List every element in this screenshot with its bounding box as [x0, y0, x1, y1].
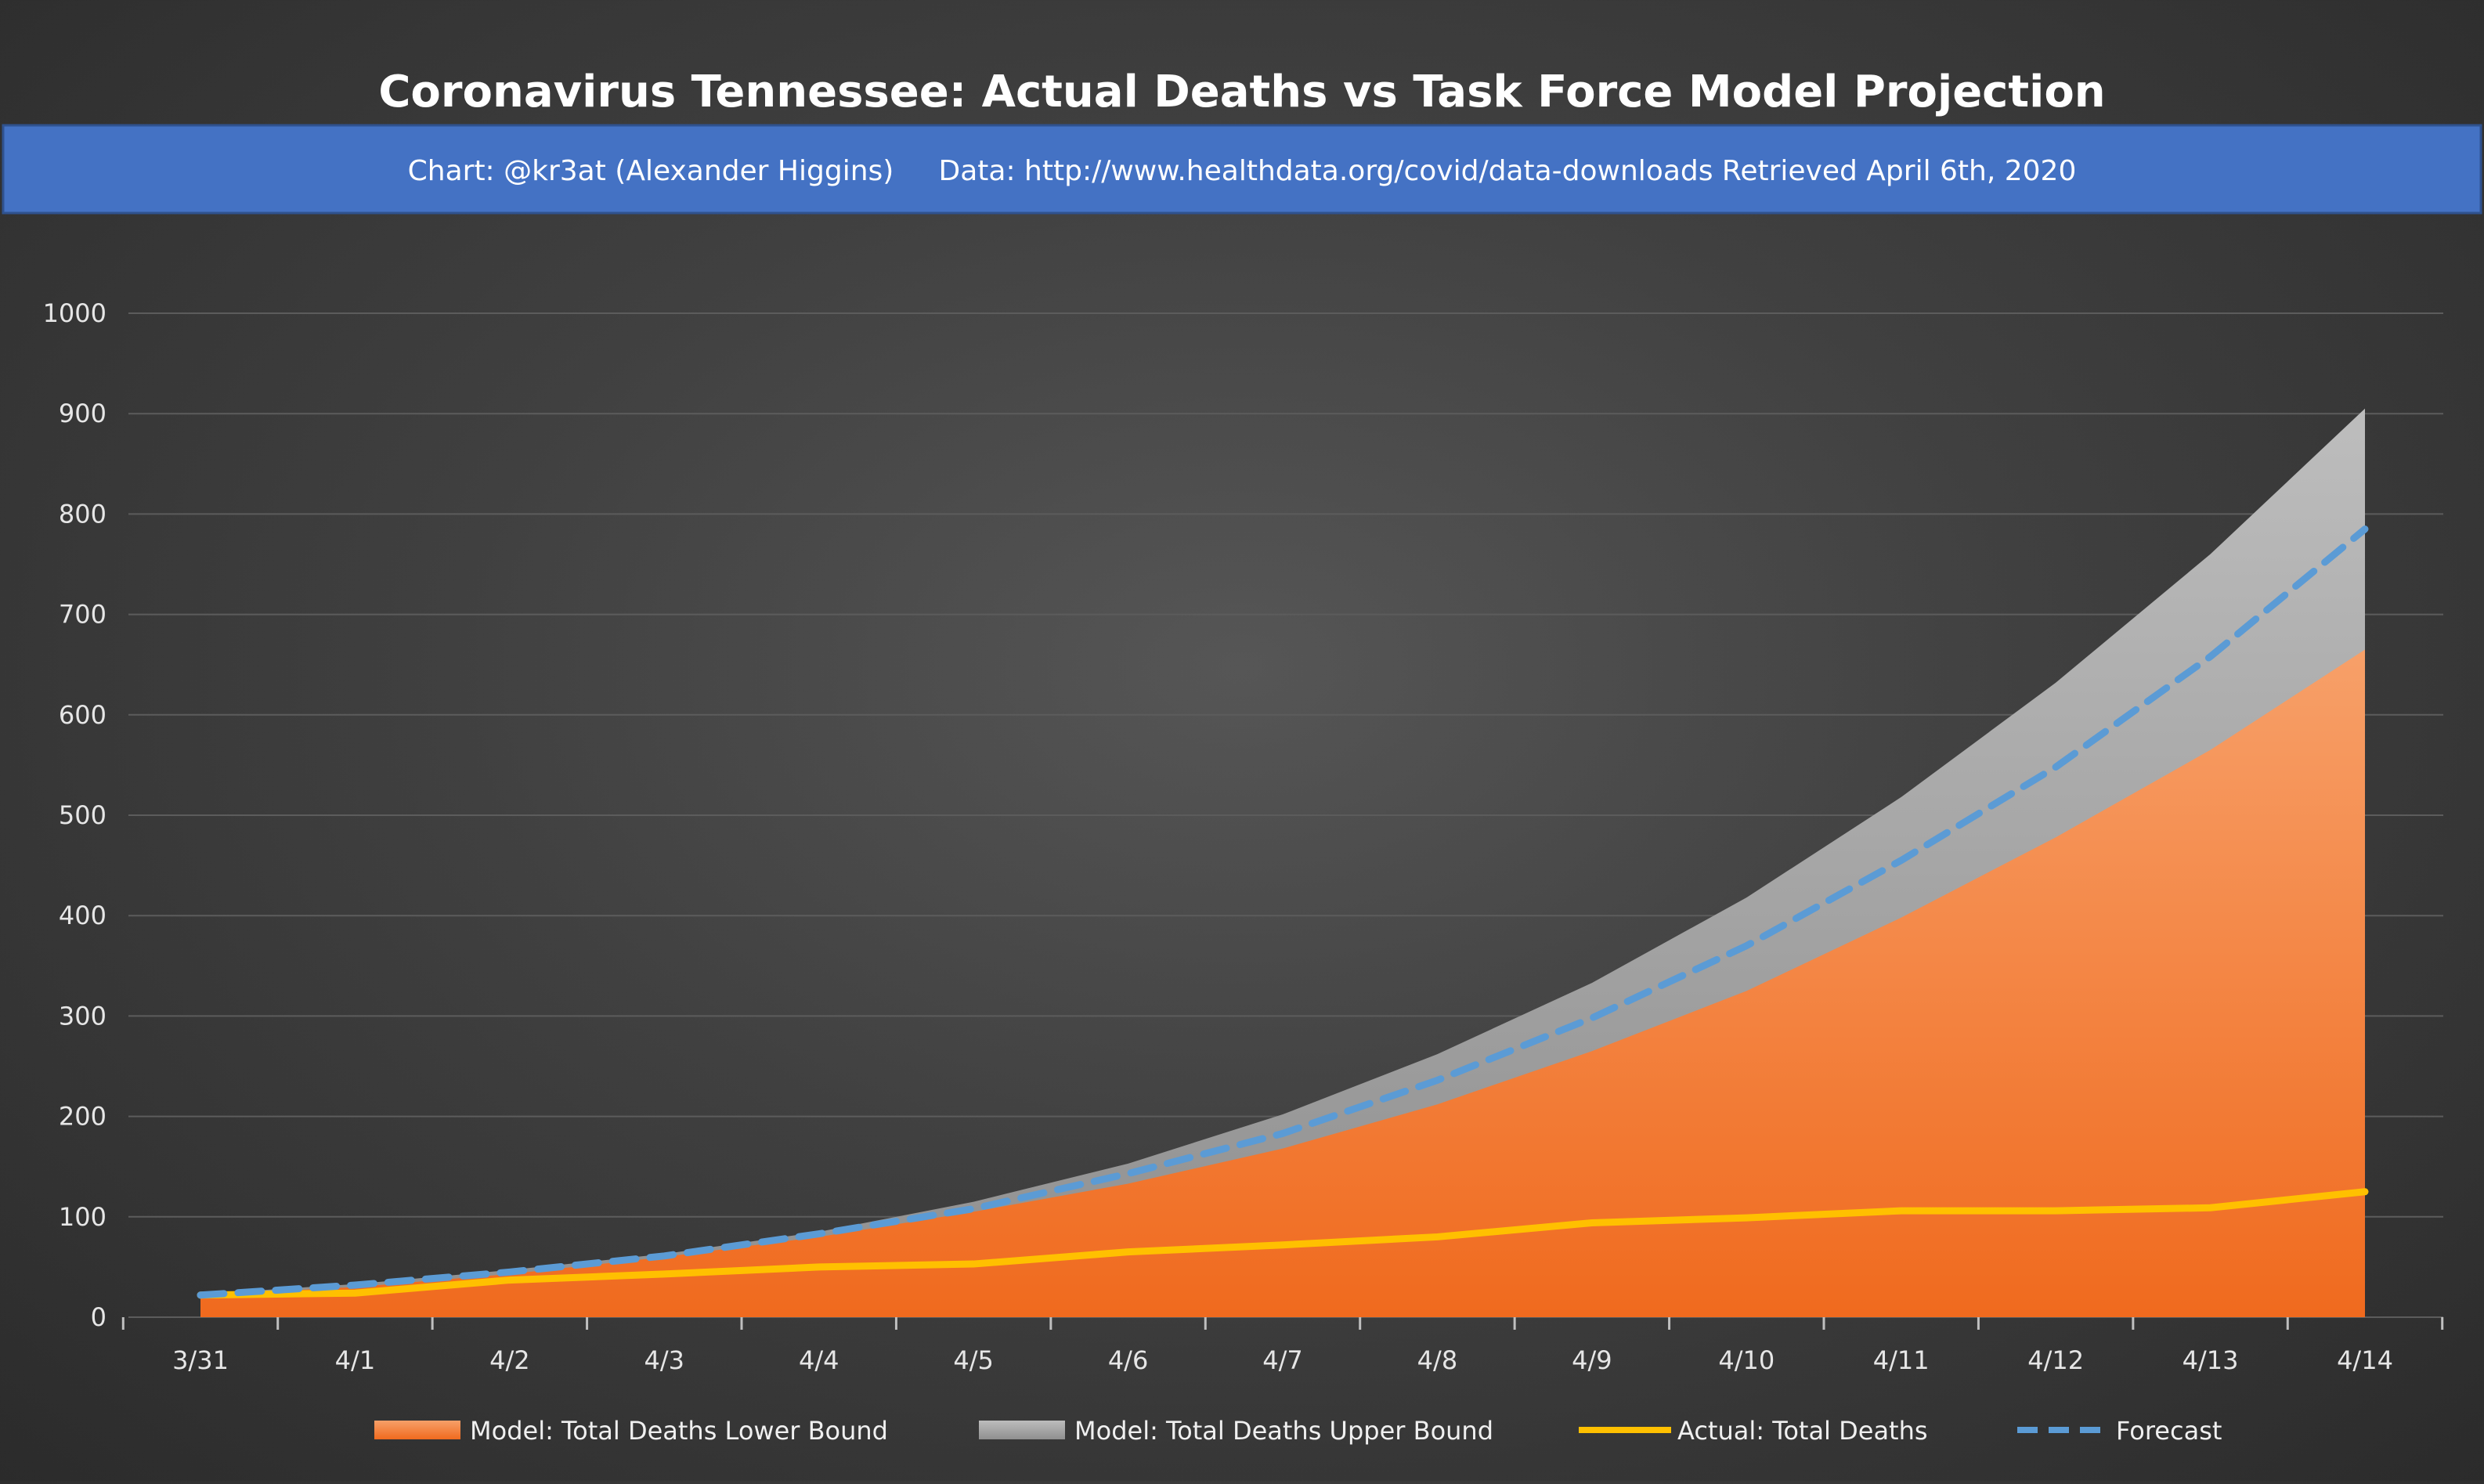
legend-item: Model: Total Deaths Upper Bound [979, 1416, 1493, 1446]
x-axis-ticks: 3/31 4/1 4/2 4/3 4/4 4/5 4/6 4/7 4/8 4/9 4/10 4/11 4… [121, 1317, 2444, 1375]
series-forecast-line [197, 525, 2369, 1299]
subtitle-banner [2, 124, 2482, 215]
legend-swatch [979, 1421, 1065, 1439]
x-tick-label: 4/2 [489, 1345, 530, 1375]
x-tick-label: 4/10 [1718, 1345, 1775, 1375]
y-tick-label: 700 [59, 600, 107, 630]
line-series [197, 525, 2369, 1299]
legend-item: Actual: Total Deaths [1579, 1416, 1928, 1446]
y-tick-label: 300 [59, 1001, 107, 1031]
x-tick-label: 4/11 [1873, 1345, 1930, 1375]
y-axis-ticks: 0 100 200 300 400 500 600 700 800 900 1000 [43, 298, 107, 1332]
y-tick-label: 900 [59, 399, 107, 428]
chart-title: Coronavirus Tennessee: Actual Deaths vs … [378, 67, 2105, 117]
legend-item: Forecast [2017, 1416, 2222, 1446]
x-tick-label: 4/13 [2183, 1345, 2239, 1375]
y-tick-label: 400 [59, 901, 107, 930]
y-tick-label: 800 [59, 499, 107, 529]
x-tick-label: 4/3 [644, 1345, 685, 1375]
x-tick-label: 4/14 [2337, 1345, 2393, 1375]
x-tick-label: 4/5 [953, 1345, 994, 1375]
x-tick-label: 4/12 [2027, 1345, 2084, 1375]
chart-subtitle: Chart: @kr3at (Alexander Higgins) Data: … [408, 155, 2077, 187]
y-tick-label: 200 [59, 1102, 107, 1132]
x-tick-label: 4/4 [799, 1345, 839, 1375]
x-tick-label: 4/1 [335, 1345, 376, 1375]
y-tick-label: 0 [91, 1302, 107, 1332]
y-tick-label: 600 [59, 700, 107, 730]
x-tick-label: 4/9 [1572, 1345, 1612, 1375]
series-lower-bound-area [200, 649, 2365, 1317]
y-tick-label: 500 [59, 800, 107, 830]
legend-swatch [374, 1421, 460, 1439]
legend-label: Model: Total Deaths Upper Bound [1074, 1416, 1493, 1446]
x-tick-label: 3/31 [172, 1345, 229, 1375]
y-tick-label: 1000 [43, 298, 107, 328]
x-tick-label: 4/6 [1108, 1345, 1149, 1375]
x-tick-label: 4/8 [1417, 1345, 1458, 1375]
area-series [200, 408, 2365, 1317]
x-tick-label: 4/7 [1262, 1345, 1303, 1375]
series-actual-deaths-line [197, 1188, 2369, 1299]
legend-label: Model: Total Deaths Lower Bound [470, 1416, 888, 1446]
legend-label: Actual: Total Deaths [1677, 1416, 1928, 1446]
y-tick-label: 100 [59, 1202, 107, 1232]
legend-label: Forecast [2116, 1416, 2222, 1446]
legend: Model: Total Deaths Lower Bound Model: To… [374, 1416, 2222, 1446]
legend-item: Model: Total Deaths Lower Bound [374, 1416, 888, 1446]
